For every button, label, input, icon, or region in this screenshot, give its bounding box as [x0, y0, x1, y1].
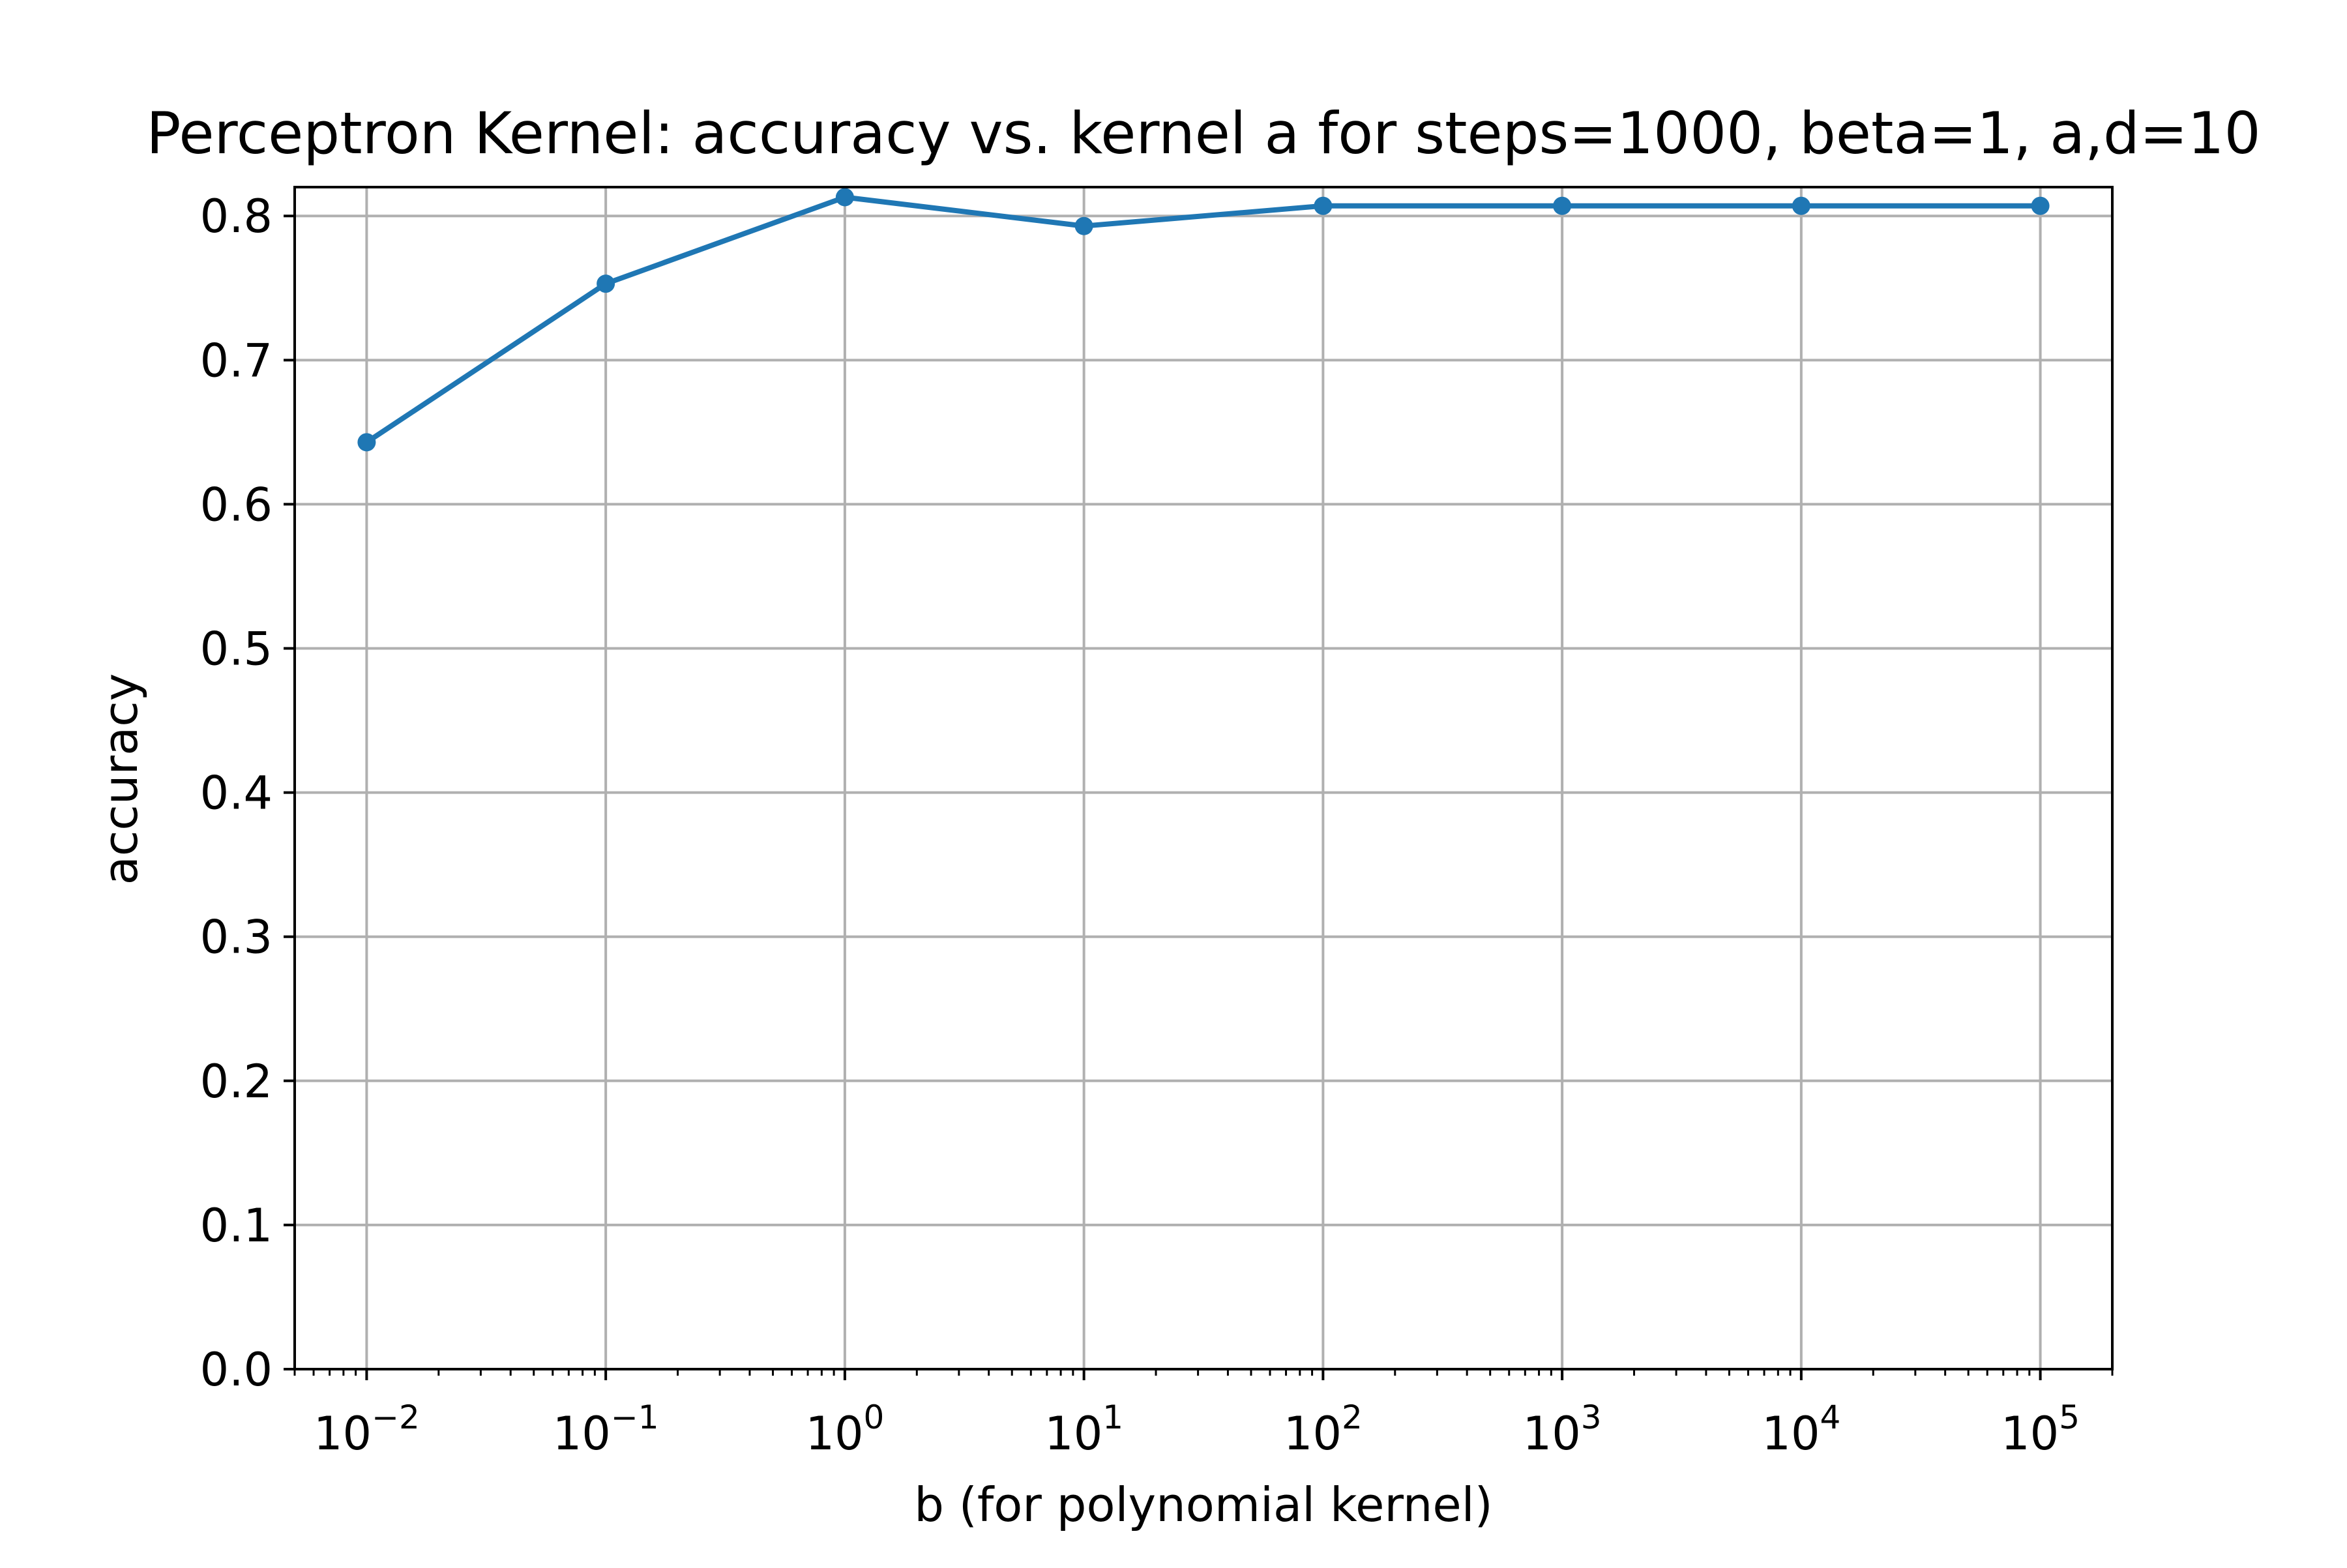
x-tick-label-exponent: 3	[1581, 1398, 1602, 1436]
data-point	[1314, 196, 1333, 215]
x-tick-label: 101	[1044, 1398, 1123, 1460]
x-tick-label-base: 10	[314, 1407, 372, 1460]
series-line	[362, 194, 2043, 446]
x-axis-label: b (for polynomial kernel)	[914, 1477, 1493, 1532]
plot-frame	[293, 186, 2114, 1370]
x-tick-label: 10−1	[553, 1398, 659, 1460]
x-tick-label-exponent: 1	[1102, 1398, 1123, 1436]
y-tick-label: 0.0	[200, 1343, 273, 1397]
x-tick-label: 103	[1523, 1398, 1602, 1460]
x-tick-label: 105	[2001, 1398, 2080, 1460]
x-tick-label-base: 10	[1284, 1407, 1342, 1460]
x-tick-label-exponent: −2	[372, 1398, 420, 1436]
x-tick-label-base: 10	[805, 1407, 863, 1460]
data-point	[1792, 196, 1810, 215]
chart-title: Perceptron Kernel: accuracy vs. kernel a…	[146, 100, 2260, 167]
x-tick-label: 104	[1762, 1398, 1840, 1460]
y-tick-label: 0.8	[200, 190, 273, 243]
data-point	[1553, 196, 1572, 215]
data-point	[357, 433, 376, 452]
x-tick-label-base: 10	[1523, 1407, 1581, 1460]
y-tick-label: 0.2	[200, 1055, 273, 1108]
data-point	[835, 188, 854, 207]
y-tick-label: 0.7	[200, 334, 273, 387]
series	[357, 188, 2050, 452]
x-tick-label-base: 10	[1762, 1407, 1820, 1460]
y-tick-label: 0.6	[200, 478, 273, 531]
x-tick-label: 100	[805, 1398, 884, 1460]
x-tick-label-base: 10	[2001, 1407, 2059, 1460]
y-axis-label: accuracy	[93, 673, 148, 885]
x-tick-label-exponent: 5	[2059, 1398, 2080, 1436]
data-point	[1074, 216, 1093, 235]
x-tick-label-exponent: 4	[1820, 1398, 1840, 1436]
data-point	[2031, 196, 2050, 215]
x-tick-label-exponent: 0	[864, 1398, 885, 1436]
x-tick-label-base: 10	[553, 1407, 611, 1460]
y-tick-label: 0.1	[200, 1199, 273, 1252]
x-tick-label-exponent: −1	[611, 1398, 659, 1436]
x-tick-label-base: 10	[1044, 1407, 1102, 1460]
x-tick-label: 102	[1284, 1398, 1363, 1460]
tick-labels: 10−2 10−1 100 101 102 103 104 1050.00.10.20.30.…	[200, 190, 2080, 1460]
x-tick-label-exponent: 2	[1342, 1398, 1363, 1436]
grid	[295, 187, 2112, 1370]
y-tick-label: 0.5	[200, 623, 273, 676]
data-point	[597, 274, 615, 293]
major-ticks	[284, 214, 2042, 1380]
y-tick-label: 0.4	[200, 767, 273, 820]
x-tick-label: 10−2	[314, 1398, 420, 1460]
y-tick-label: 0.3	[200, 911, 273, 964]
